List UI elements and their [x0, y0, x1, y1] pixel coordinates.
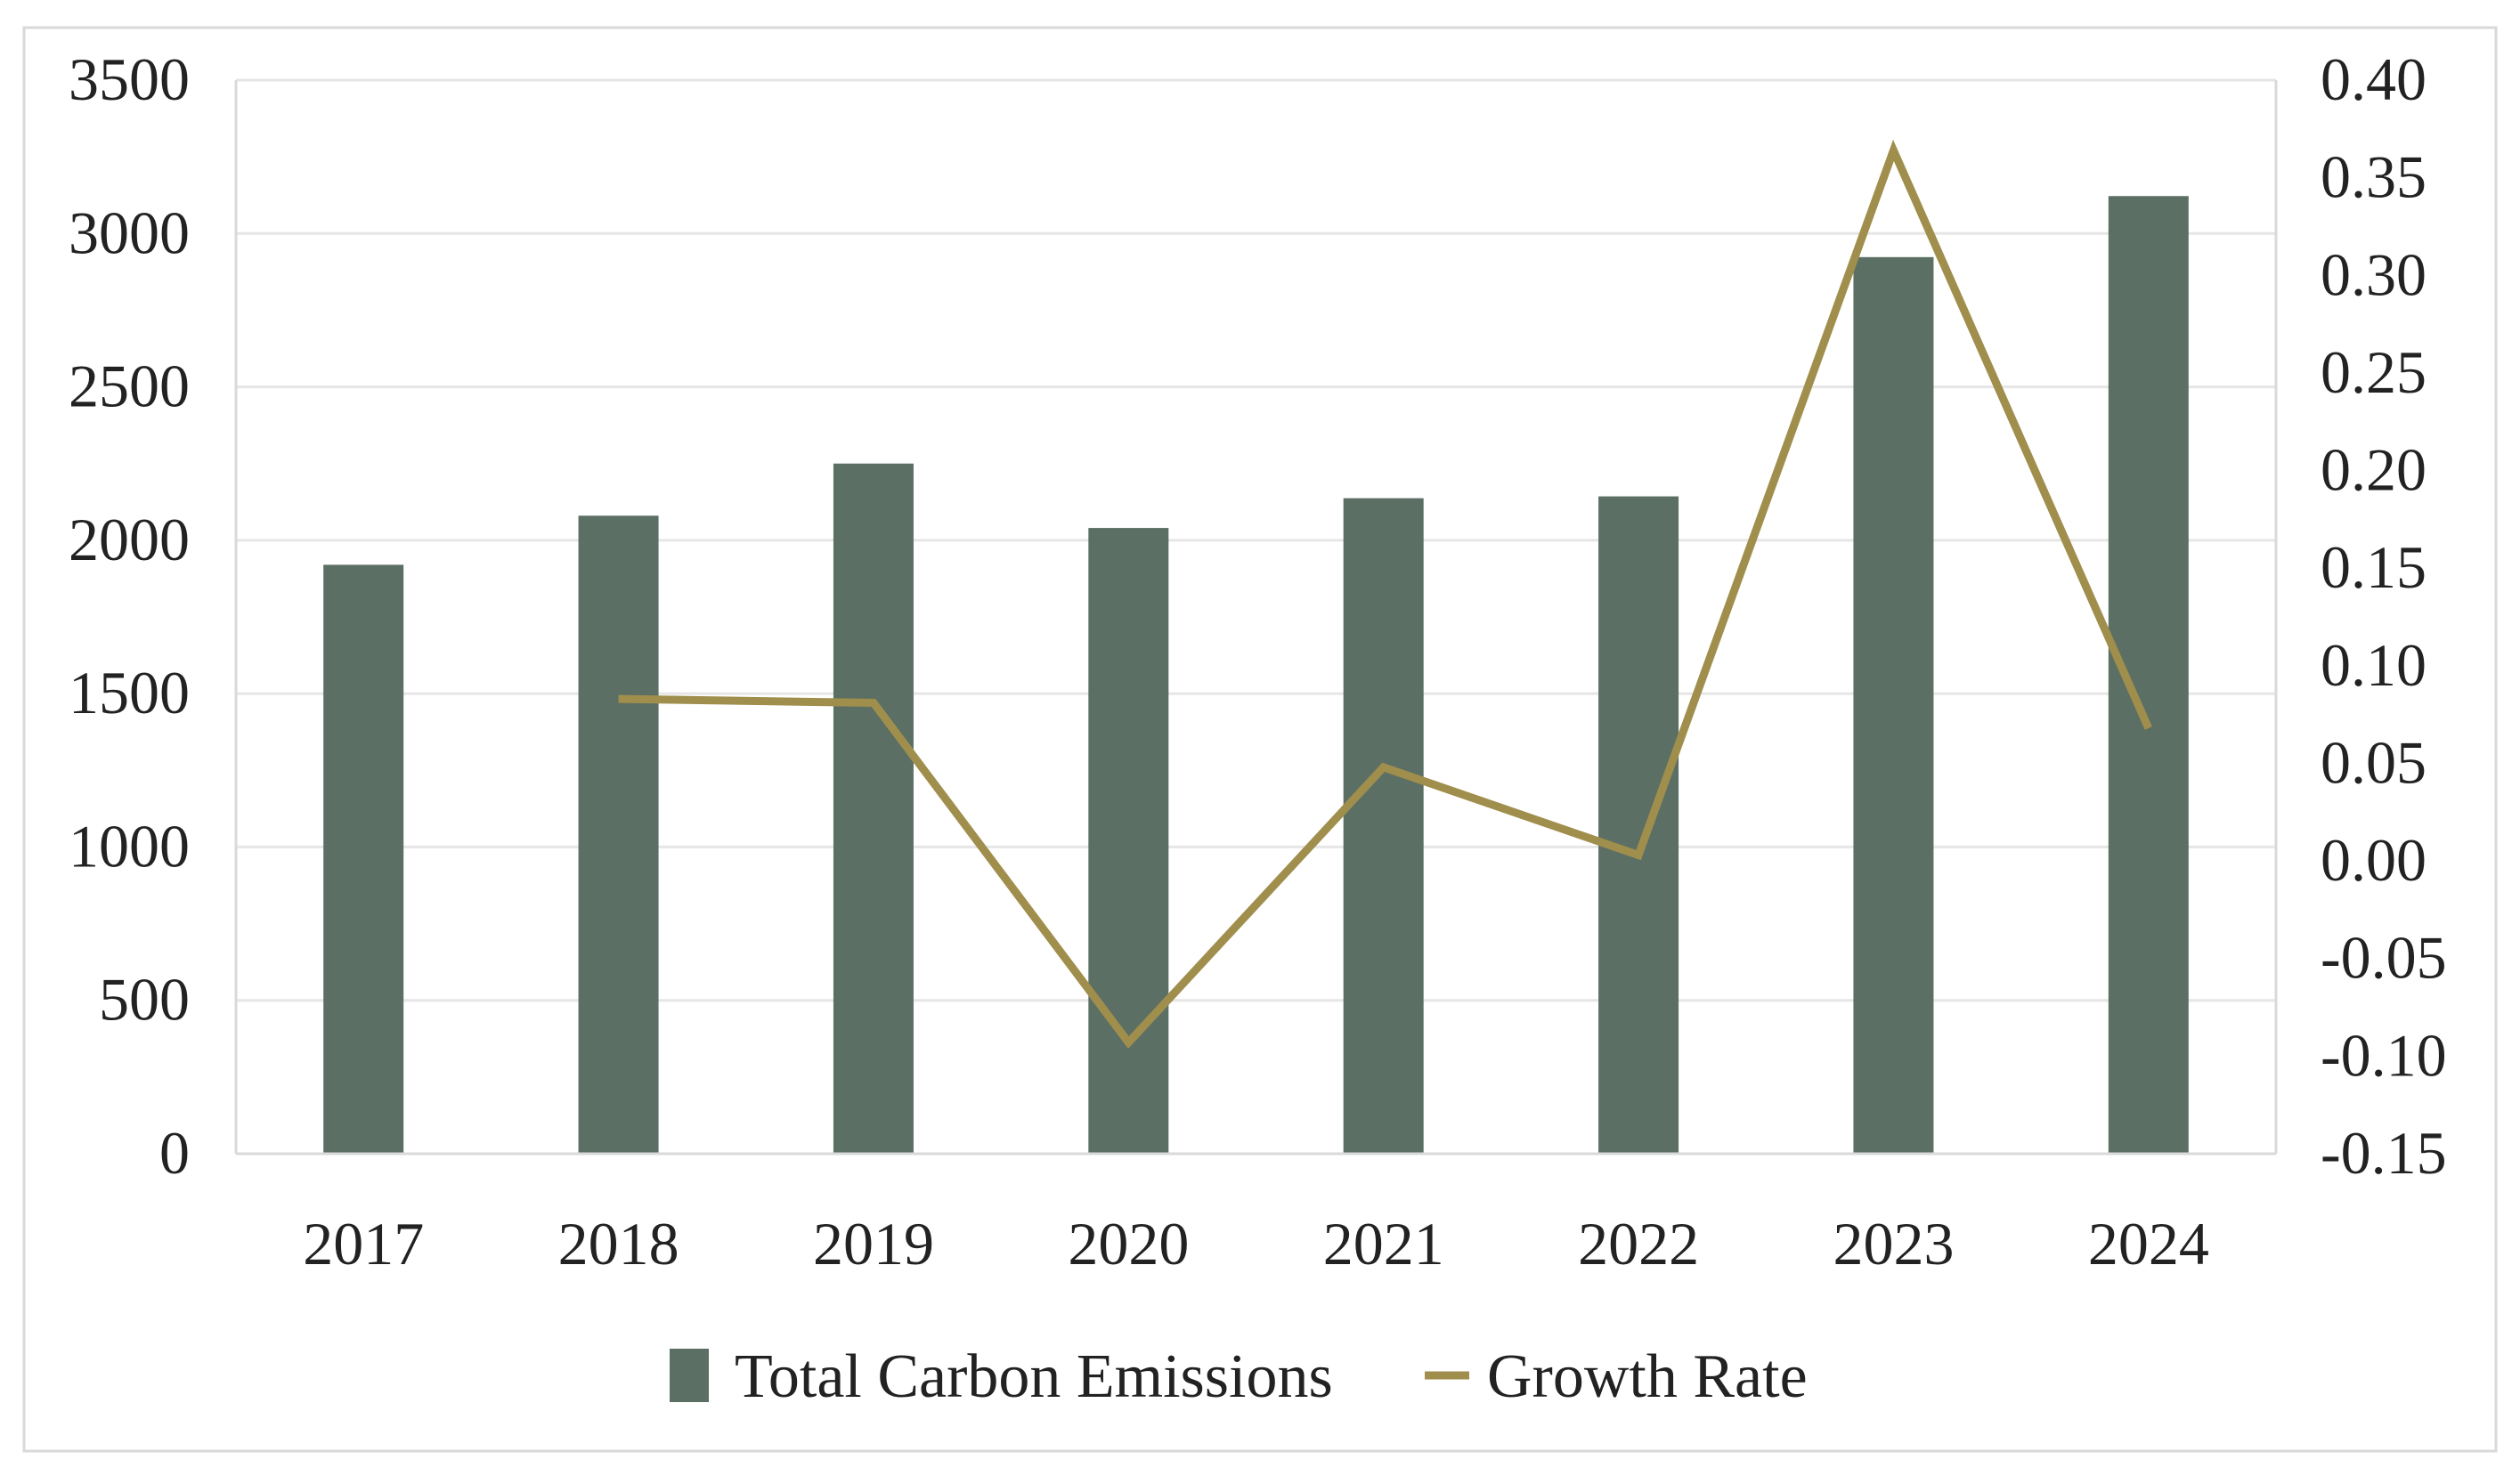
legend-swatch-bar [670, 1349, 709, 1402]
right-tick-label: 0.15 [2321, 533, 2427, 601]
left-tick-label: 0 [159, 1119, 190, 1187]
legend: Total Carbon Emissions Growth Rate [670, 1342, 1808, 1411]
right-tick-label: -0.10 [2321, 1021, 2447, 1089]
left-tick-label: 500 [99, 966, 190, 1034]
legend-label-emissions: Total Carbon Emissions [735, 1342, 1333, 1411]
x-tick-label: 2020 [1068, 1210, 1189, 1277]
legend-label-growth: Growth Rate [1487, 1342, 1808, 1411]
bar-2022 [1598, 497, 1679, 1154]
right-tick-label: 0.20 [2321, 436, 2427, 504]
right-tick-label: 0.10 [2321, 631, 2427, 699]
bar-2023 [1853, 257, 1933, 1154]
x-tick-label: 2023 [1833, 1210, 1954, 1277]
x-tick-label: 2022 [1578, 1210, 1699, 1277]
left-tick-label: 2500 [69, 353, 190, 420]
x-tick-label: 2018 [558, 1210, 679, 1277]
left-tick-label: 1000 [69, 812, 190, 880]
left-tick-label: 1500 [69, 659, 190, 726]
right-tick-label: -0.05 [2321, 924, 2447, 992]
right-tick-label: 0.30 [2321, 240, 2427, 308]
x-tick-label: 2021 [1323, 1210, 1444, 1277]
bar-2018 [579, 515, 659, 1154]
right-tick-label: 0.40 [2321, 45, 2427, 113]
x-tick-label: 2024 [2088, 1210, 2209, 1277]
left-tick-label: 2000 [69, 506, 190, 573]
x-tick-label: 2019 [813, 1210, 934, 1277]
right-tick-label: 0.25 [2321, 338, 2427, 406]
right-tick-label: 0.00 [2321, 826, 2427, 894]
right-tick-label: -0.15 [2321, 1119, 2447, 1187]
bar-2021 [1344, 499, 1424, 1154]
bar-2020 [1088, 528, 1168, 1154]
x-tick-label: 2017 [303, 1210, 424, 1277]
bar-2019 [833, 464, 914, 1154]
bar-2017 [323, 564, 403, 1154]
bar-2024 [2109, 196, 2189, 1154]
left-tick-label: 3000 [69, 199, 190, 266]
right-tick-label: 0.35 [2321, 143, 2427, 211]
left-tick-label: 3500 [69, 45, 190, 113]
right-tick-label: 0.05 [2321, 728, 2427, 796]
